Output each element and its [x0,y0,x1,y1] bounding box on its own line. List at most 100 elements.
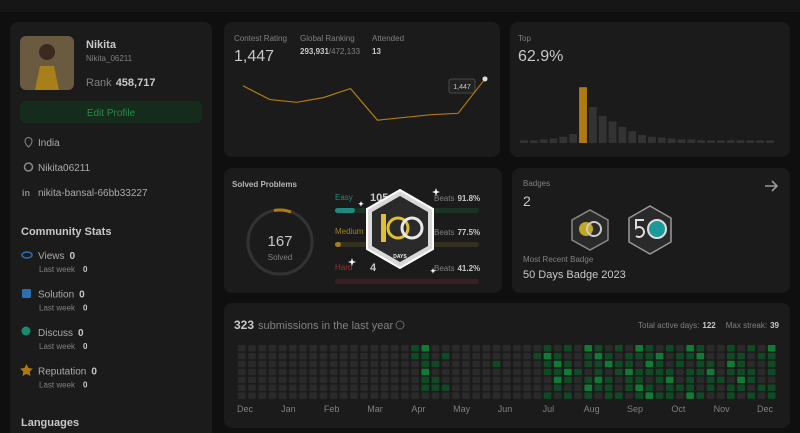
heatmap-cell [513,352,521,360]
month-label: Dec [237,404,254,414]
distribution-bar [539,139,548,143]
heatmap-cell [604,352,613,360]
solved-total: 167 [267,233,292,250]
stat-value: 0 [78,328,84,339]
heatmap-cell [696,345,705,352]
heatmap-cell [350,368,358,376]
heatmap-cell [737,376,745,384]
heatmap-cell [360,392,368,399]
heatmap-cell [706,368,715,376]
heatmap-cell [757,384,766,391]
heatmap-cell [574,368,582,376]
heatmap-cell [248,392,256,399]
distribution-bar [579,87,587,143]
heatmap-cell [462,392,470,399]
distribution-bar [588,107,597,143]
heatmap-cell [747,392,756,399]
heatmap-cell [319,376,328,384]
linkedin[interactable]: nikita-bansal-66bb33227 [38,188,148,199]
heatmap-cell [767,392,776,399]
heatmap-cell [451,360,460,368]
github[interactable]: Nikita06211 [38,163,91,174]
heatmap-cell [757,392,766,399]
heatmap-cell [309,376,318,384]
heatmap-cell [584,368,593,376]
badges-arrow[interactable] [765,180,779,192]
heatmap-cell [339,368,348,376]
distribution-bar [598,116,607,143]
heatmap-cell [696,384,705,391]
heatmap-cell [747,360,756,368]
heatmap-cell [502,368,511,376]
heatmap-cell [513,345,521,352]
heatmap-cell [299,352,307,360]
heatmap-cell [268,384,277,391]
heatmap-cell [339,384,348,391]
stat: Views 0 [38,251,76,262]
heatmap-cell [258,345,267,352]
top-label: Top [518,34,531,43]
heatmap-cell [604,376,613,384]
heatmap-cell [543,376,552,384]
heatmap-cell [288,368,297,376]
heatmap-cell [676,376,684,384]
solved-ring-progress [273,208,292,214]
distribution-bar [746,140,755,143]
heatmap-cell [553,352,562,360]
heatmap-cell [625,360,633,368]
heatmap-cell [594,384,603,391]
badge-days: DAYS [393,254,407,260]
heatmap-cell [492,392,501,399]
stat-value: 0 [70,251,76,262]
distribution-bar [529,140,538,143]
heatmap-cell [533,360,542,368]
stat-value: 0 [91,367,97,378]
recent-badge-name: 50 Days Badge 2023 [523,269,626,281]
heatmap-cell [604,384,613,391]
heatmap-cell [238,360,246,368]
stat-sub-value: 0 [83,381,88,390]
heatmap-cell [309,360,318,368]
edit-profile-button[interactable] [20,101,202,123]
heatmap-cell [431,352,440,360]
month-label: Sep [627,404,643,414]
reputation-icon [20,364,33,376]
heatmap-cell [421,376,430,384]
heatmap-cell [767,352,776,360]
heatmap-cell [645,392,654,399]
heatmap-cell [482,368,491,376]
heatmap-cell [492,384,501,391]
heatmap-cell [390,345,399,352]
heatmap-cell [747,376,756,384]
heatmap-cell [451,384,460,391]
heatmap-cell [635,376,644,384]
heatmap-cell [350,360,358,368]
heatmap-cell [238,352,246,360]
heatmap-cell [248,376,256,384]
edit-profile-label[interactable]: Edit Profile [87,108,136,119]
distribution-bar [549,138,558,143]
stat-sub-label: Last week [39,342,76,351]
heatmap-cell [737,345,745,352]
heatmap-cell [390,368,399,376]
heatmap-cell [329,368,338,376]
heatmap-cell [757,345,766,352]
heatmap-cell [543,384,552,391]
location-icon [24,137,33,148]
heatmap-cell [370,368,379,376]
heatmap-cell [645,376,654,384]
month-label: May [453,404,471,414]
heatmap-cell [492,345,501,352]
info-icon [395,320,405,330]
heatmap-cell [370,392,379,399]
month-label: Oct [671,404,686,414]
linkedin-icon: in [22,188,30,198]
heatmap-cell [329,384,338,391]
heatmap-cell [727,368,735,376]
heatmap-cell [258,352,267,360]
recent-badge-label: Most Recent Badge [523,255,594,264]
heatmap-cell [431,360,440,368]
heatmap-cell [370,384,379,391]
heatmap-cell [523,368,531,376]
heatmap-cell [513,384,521,391]
